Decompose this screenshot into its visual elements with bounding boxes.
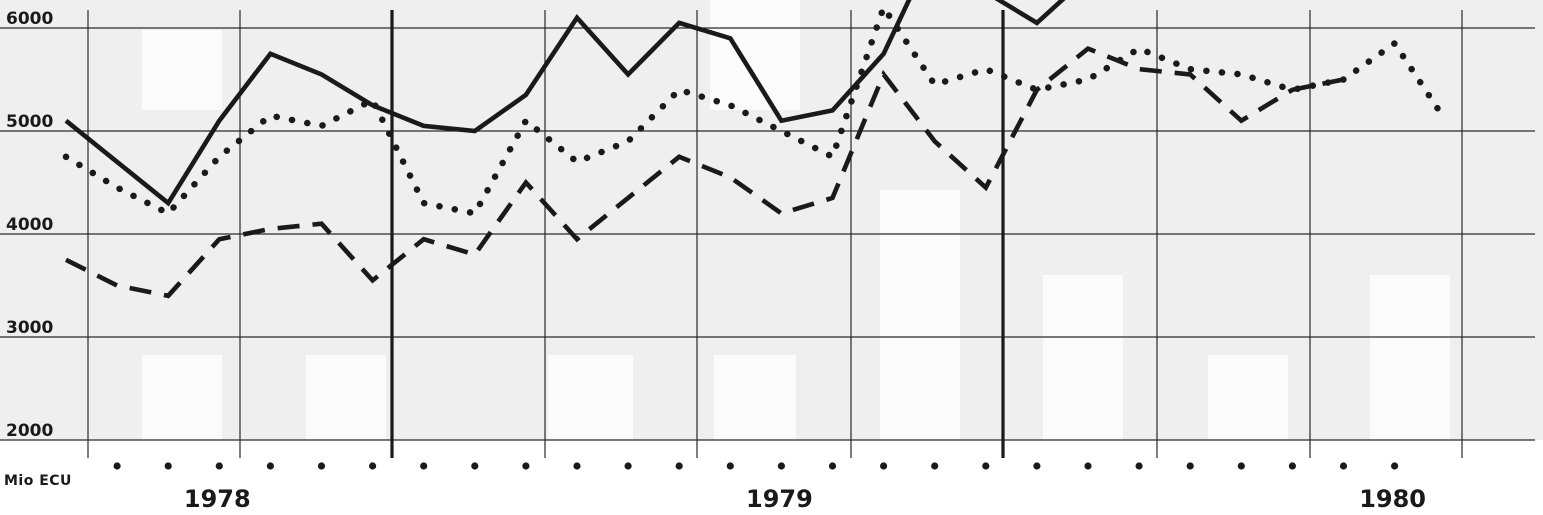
month-dot <box>880 462 888 470</box>
month-dot <box>471 462 479 470</box>
series-lines <box>62 0 1449 299</box>
month-dot <box>164 462 172 470</box>
month-dot <box>777 462 786 470</box>
y-tick-label: 4000 <box>6 215 53 235</box>
background-band <box>1370 275 1450 440</box>
month-dot <box>1084 462 1092 470</box>
series-line-solid <box>64 0 1066 207</box>
month-dot <box>675 462 683 470</box>
month-dot <box>828 462 837 470</box>
background-band <box>548 355 633 440</box>
series-line-dashed <box>64 45 1344 299</box>
background-bands <box>0 0 1543 440</box>
month-dot <box>1288 462 1296 470</box>
year-label: 1978 <box>184 485 251 513</box>
month-dot <box>1391 462 1399 470</box>
month-dot <box>369 462 377 470</box>
background-band <box>710 0 800 110</box>
month-dot <box>931 462 939 470</box>
y-tick-label: 2000 <box>6 421 53 441</box>
month-dot <box>113 462 121 470</box>
background-band <box>1208 355 1288 440</box>
month-dot <box>573 462 581 470</box>
month-dot <box>1135 462 1143 470</box>
month-dot <box>1339 462 1348 470</box>
month-dot <box>726 462 734 470</box>
y-axis-ticks: 2000 3000 4000 5000 6000 <box>6 9 53 441</box>
background-band <box>880 190 960 440</box>
y-tick-label: 5000 <box>6 112 53 132</box>
month-dot <box>317 462 326 470</box>
month-dot <box>215 462 223 470</box>
month-dot <box>266 462 274 470</box>
year-label: 1980 <box>1359 485 1426 513</box>
month-dot <box>1033 462 1041 470</box>
background-band <box>1043 275 1123 440</box>
background-band <box>306 355 386 440</box>
month-dot <box>624 462 632 470</box>
month-dot <box>1186 462 1194 470</box>
month-dot <box>522 462 530 470</box>
background-band <box>1450 0 1543 110</box>
y-tick-label: 3000 <box>6 318 53 338</box>
month-dot <box>420 462 428 470</box>
background-band <box>714 355 796 440</box>
background-band <box>142 30 222 110</box>
unit-label: Mio ECU <box>4 473 72 489</box>
month-markers <box>113 462 1399 470</box>
year-label: 1979 <box>746 485 813 513</box>
background-band <box>142 355 222 440</box>
y-tick-label: 6000 <box>6 9 53 29</box>
x-axis-year-labels: 1978 1979 1980 <box>184 485 1426 513</box>
month-dot <box>1237 462 1245 470</box>
month-dot <box>982 462 990 470</box>
